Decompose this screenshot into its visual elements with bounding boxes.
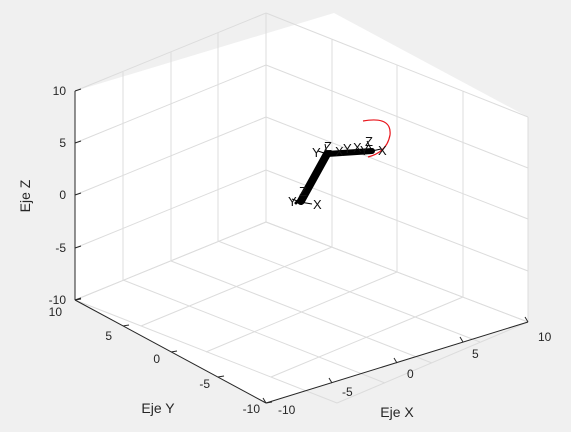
gridline bbox=[122, 279, 386, 384]
x-tick-labels: -10 -5 0 5 10 bbox=[278, 330, 552, 417]
frame-label: X bbox=[353, 140, 362, 155]
z-tick-label: -5 bbox=[55, 241, 66, 255]
z-axis-ticks bbox=[74, 88, 82, 301]
z-tick-labels: -10 -5 0 5 10 bbox=[49, 84, 67, 307]
y-axis-line bbox=[74, 299, 267, 404]
y-tick-mark bbox=[74, 298, 82, 301]
z-tick-label: 10 bbox=[53, 84, 67, 98]
gridline bbox=[170, 260, 433, 364]
arm-link-2 bbox=[297, 150, 331, 205]
y-tick-mark bbox=[122, 324, 130, 327]
x-tick-mark bbox=[393, 357, 398, 364]
frame-axis-line bbox=[291, 198, 301, 203]
gridline bbox=[265, 221, 529, 323]
z-tick-mark bbox=[74, 245, 82, 249]
z-tick-label: -10 bbox=[49, 293, 67, 307]
frame-axis-line bbox=[299, 201, 313, 205]
frame-axis-line bbox=[366, 140, 373, 152]
y-tick-label: 5 bbox=[105, 329, 112, 343]
x-tick-label: 10 bbox=[538, 330, 552, 344]
frame-label: Y bbox=[360, 143, 369, 158]
x-tick-label: 0 bbox=[407, 367, 414, 381]
z-tick-label: 0 bbox=[59, 188, 66, 202]
frame-label: X bbox=[378, 143, 387, 158]
y-tick-label: 0 bbox=[153, 352, 160, 366]
x-tick-label: -5 bbox=[342, 385, 353, 399]
frame-labels: Z X Y Z Y X Y X Z Y X bbox=[288, 134, 387, 212]
y-tick-labels: -10 -5 0 5 10 bbox=[49, 305, 261, 416]
x-tick-mark bbox=[524, 316, 529, 323]
gridline bbox=[74, 221, 267, 301]
frame-label: Y bbox=[312, 145, 321, 160]
axes-grid bbox=[74, 12, 529, 404]
frame-label: X bbox=[313, 197, 322, 212]
x-tick-label: 5 bbox=[472, 347, 479, 361]
frame-axis-line bbox=[317, 150, 328, 155]
x-tick-mark bbox=[262, 397, 267, 404]
gridline bbox=[336, 321, 529, 404]
z-tick-label: 5 bbox=[59, 136, 66, 150]
frame-axis-line bbox=[299, 191, 303, 203]
arm-link-3 bbox=[324, 148, 375, 157]
y-tick-mark bbox=[265, 401, 273, 404]
x-tick-mark bbox=[328, 377, 333, 384]
z-tick-mark bbox=[74, 88, 82, 92]
z-tick-mark bbox=[74, 140, 82, 144]
y-axis-ticks bbox=[74, 298, 273, 404]
frame-axis-line bbox=[344, 149, 355, 154]
frame-label: Z bbox=[299, 184, 307, 199]
trajectory-curve bbox=[362, 119, 391, 158]
frame-label: Z bbox=[365, 134, 373, 149]
z-axis-label: Eje Z bbox=[17, 179, 33, 212]
y-axis-label: Eje Y bbox=[141, 400, 175, 416]
x-axis-label: Eje X bbox=[380, 404, 414, 420]
y-tick-label: -10 bbox=[243, 402, 261, 416]
frame-label: X bbox=[335, 144, 344, 159]
frame-label: Y bbox=[288, 194, 297, 209]
frame-axis-line bbox=[371, 148, 382, 152]
frame-axis-line bbox=[324, 143, 328, 155]
y-tick-mark bbox=[217, 375, 225, 378]
y-tick-label: 10 bbox=[49, 305, 63, 319]
z-tick-mark bbox=[74, 192, 82, 196]
robot-arm bbox=[294, 148, 375, 205]
gridline bbox=[270, 296, 464, 378]
frame-label: Z bbox=[324, 139, 332, 154]
frame-axes bbox=[291, 140, 382, 205]
y-tick-mark bbox=[170, 350, 178, 353]
x-axis-ticks bbox=[262, 316, 529, 404]
gridline bbox=[217, 240, 481, 343]
x-tick-mark bbox=[459, 336, 464, 343]
x-tick-label: -10 bbox=[278, 403, 296, 417]
y-tick-label: -5 bbox=[199, 377, 210, 391]
frame-label: Y bbox=[343, 141, 352, 156]
gridline bbox=[74, 299, 338, 404]
